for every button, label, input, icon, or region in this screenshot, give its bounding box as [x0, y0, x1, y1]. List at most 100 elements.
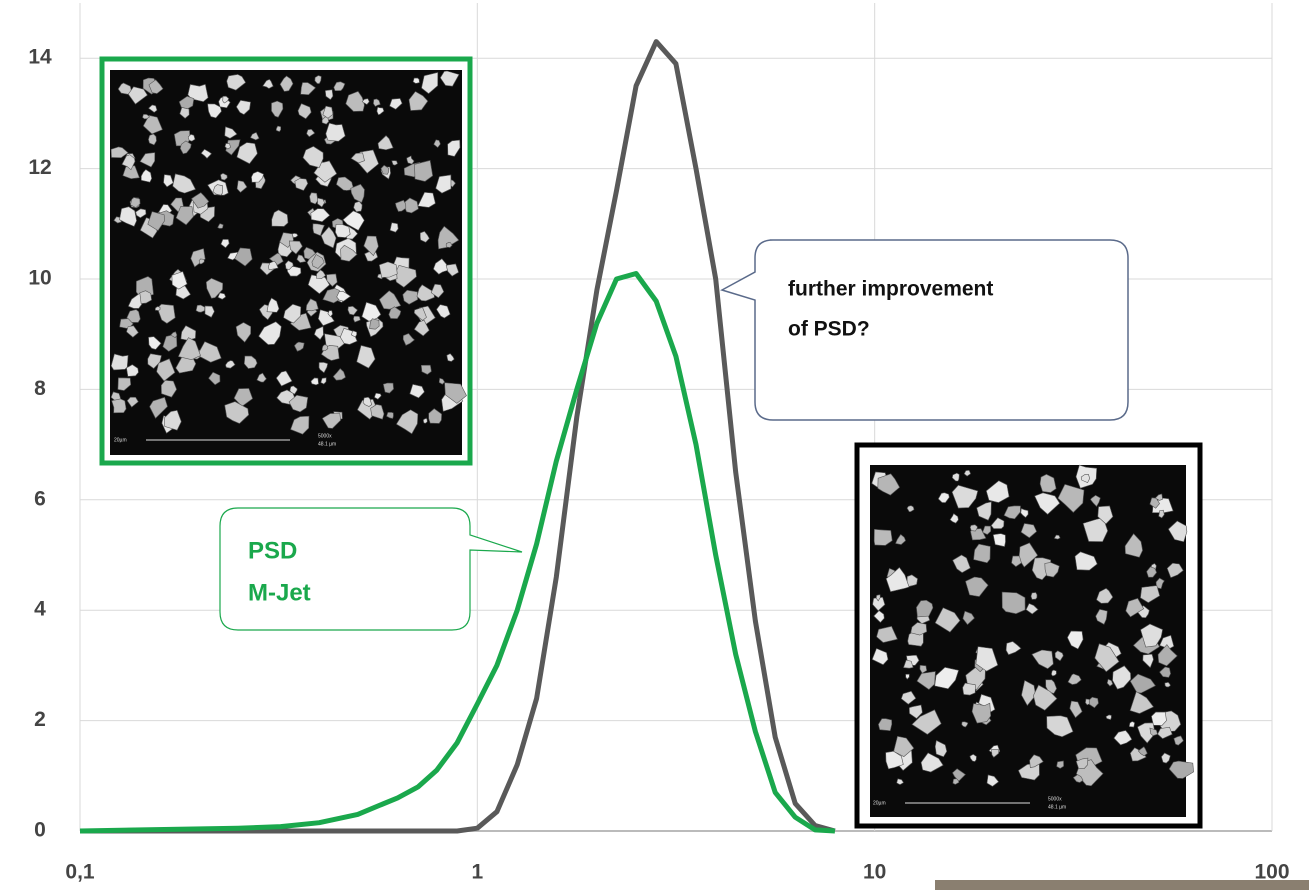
particle — [170, 331, 178, 339]
particle — [177, 337, 201, 361]
particle — [447, 139, 461, 157]
particle — [1051, 669, 1057, 677]
particle — [236, 180, 248, 193]
particle — [251, 171, 264, 183]
callout — [720, 239, 1129, 421]
particle — [250, 132, 260, 141]
particle — [110, 146, 129, 159]
particle — [316, 269, 326, 280]
particle — [1159, 666, 1171, 678]
particle — [1067, 630, 1084, 650]
particle — [369, 318, 380, 330]
particle — [965, 576, 989, 597]
particle — [243, 355, 258, 369]
particle — [126, 309, 141, 323]
particle — [333, 81, 346, 92]
particle — [910, 622, 928, 636]
particle — [336, 176, 354, 191]
particle — [178, 95, 195, 110]
particle — [408, 91, 429, 111]
particle — [1001, 591, 1026, 615]
particle — [225, 360, 236, 369]
particle — [986, 774, 1000, 787]
particle — [1045, 679, 1057, 694]
particle — [951, 472, 960, 482]
particle — [445, 241, 453, 248]
particle — [906, 505, 915, 513]
particle — [303, 246, 316, 260]
particle — [312, 223, 325, 236]
particle — [919, 664, 928, 674]
particle — [356, 345, 376, 369]
particle — [1020, 523, 1037, 539]
particle — [1128, 721, 1135, 728]
particle — [350, 183, 365, 203]
particle — [307, 274, 330, 295]
particle — [1129, 673, 1156, 694]
particle — [314, 75, 322, 84]
particle — [908, 704, 923, 719]
series-line — [79, 271, 836, 834]
particle — [903, 659, 914, 669]
particle — [271, 209, 289, 227]
y-tick-label: 6 — [34, 487, 46, 510]
annotation: of PSD? — [788, 318, 870, 341]
particle — [179, 106, 190, 119]
particle — [297, 103, 312, 120]
particle — [271, 100, 284, 118]
y-tick-label: 14 — [28, 46, 52, 69]
particle — [205, 277, 224, 299]
particle — [126, 364, 139, 377]
particle — [325, 122, 346, 142]
particle — [135, 208, 147, 219]
particle — [421, 72, 439, 94]
particle — [236, 142, 258, 165]
particle — [896, 778, 904, 785]
particle — [1033, 684, 1058, 711]
particle — [436, 304, 451, 319]
particle — [208, 371, 221, 386]
particle — [423, 417, 428, 424]
particle — [294, 341, 305, 352]
particle — [973, 543, 991, 564]
particle — [905, 673, 910, 680]
particle — [413, 307, 427, 321]
particle — [395, 199, 407, 212]
particle — [148, 79, 164, 94]
lines — [79, 39, 836, 834]
particle — [1018, 542, 1038, 568]
particle — [204, 305, 215, 318]
particle — [335, 224, 351, 238]
particle — [991, 749, 999, 758]
particle — [139, 152, 156, 168]
particle — [149, 396, 168, 419]
particle — [1075, 757, 1089, 770]
particle — [445, 263, 459, 277]
particle — [195, 304, 206, 313]
particle — [963, 469, 971, 477]
particle — [284, 260, 294, 270]
particle — [376, 106, 385, 116]
particle — [370, 404, 385, 420]
particle — [268, 252, 284, 266]
particle — [266, 297, 280, 313]
particle — [1168, 520, 1188, 543]
particle — [148, 133, 157, 146]
y-tick-label: 2 — [34, 708, 46, 731]
particle — [916, 599, 934, 618]
particle — [906, 574, 918, 588]
particle — [119, 206, 137, 227]
particle — [1157, 644, 1178, 667]
particle — [395, 409, 419, 435]
particle — [895, 533, 906, 545]
particle — [872, 596, 886, 612]
annotation: PSD — [248, 537, 297, 564]
particle — [1168, 760, 1194, 779]
particle — [1140, 585, 1161, 603]
particle — [1031, 649, 1054, 670]
particle — [345, 91, 365, 112]
particle — [302, 146, 324, 168]
particle — [351, 330, 358, 338]
particle — [148, 336, 162, 350]
particle — [160, 379, 177, 398]
